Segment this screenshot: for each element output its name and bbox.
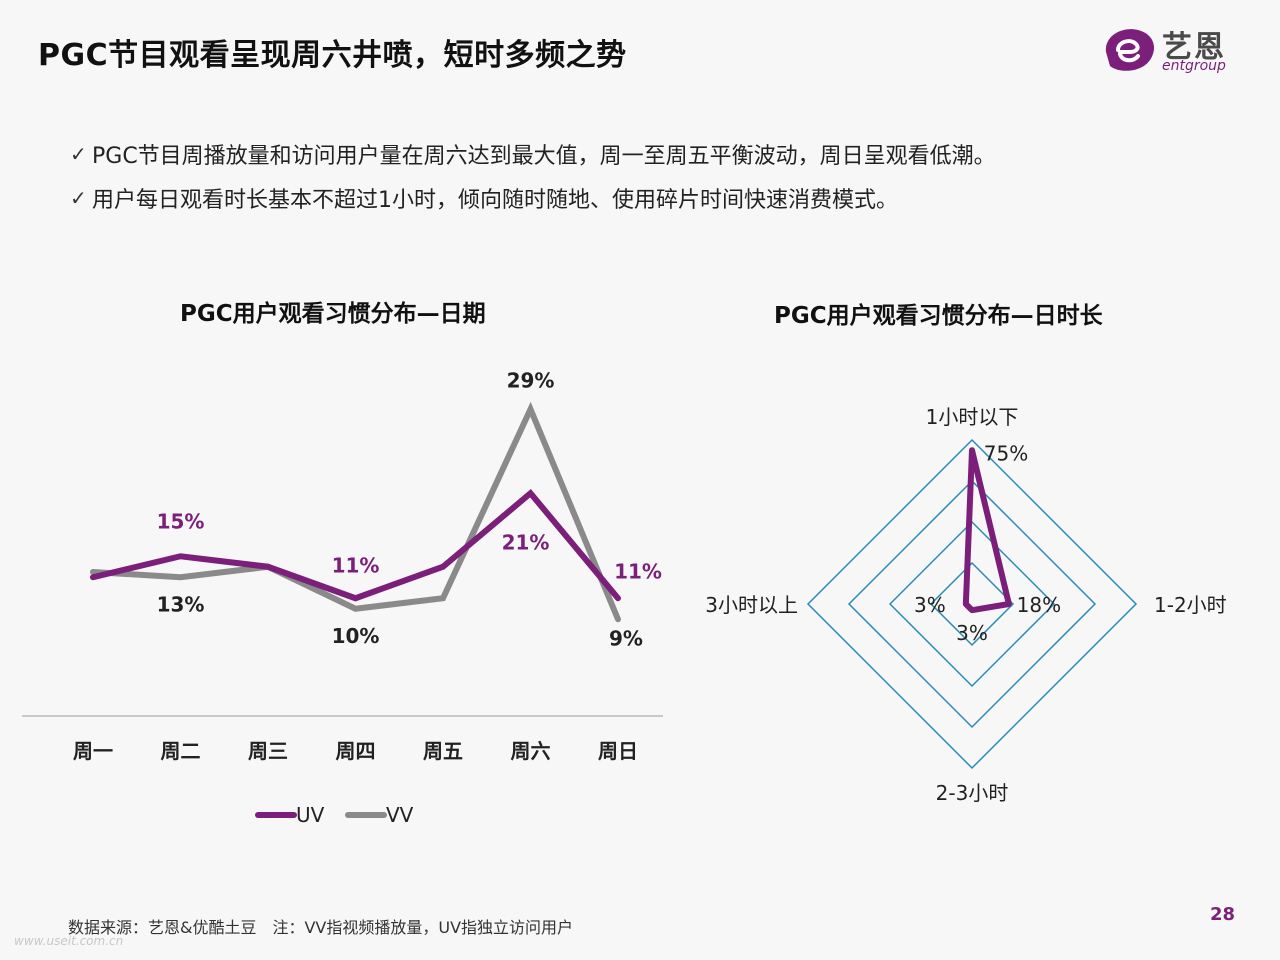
- radar-value-label: 3%: [914, 593, 946, 617]
- entgroup-logo: 艺恩 entgroup: [1100, 22, 1240, 78]
- source-note: 数据来源：艺恩&优酷土豆 注：VV指视频播放量，UV指独立访问用户: [68, 918, 574, 937]
- radar-value-label: 3%: [956, 621, 988, 645]
- radar-axis-label: 1小时以下: [926, 405, 1019, 429]
- x-tick-label: 周三: [248, 739, 288, 763]
- data-label: 21%: [502, 530, 550, 554]
- data-label: 11%: [614, 559, 662, 583]
- x-tick-label: 周六: [511, 739, 551, 763]
- radar-grid-ring: [847, 479, 1097, 729]
- radar-chart: 1小时以下 1-2小时 2-3小时 3小时以上 75% 18% 3% 3%: [705, 405, 1227, 805]
- logo-text-en: entgroup: [1162, 58, 1226, 74]
- x-tick-label: 周日: [598, 739, 638, 763]
- legend-label-uv: UV: [296, 803, 325, 827]
- watermark: www.useit.com.cn: [14, 934, 124, 948]
- radar-axis-label: 3小时以上: [705, 593, 798, 617]
- page-number: 28: [1210, 904, 1236, 925]
- data-label: 9%: [609, 626, 643, 650]
- x-tick-label: 周四: [336, 739, 376, 763]
- check-icon: ✓: [70, 186, 87, 210]
- radar-chart-title: PGC用户观看习惯分布—日时长: [774, 303, 1103, 329]
- x-tick-label: 周一: [73, 739, 113, 763]
- data-label: 11%: [332, 553, 380, 577]
- check-icon: ✓: [70, 142, 87, 166]
- data-label: 10%: [332, 624, 380, 648]
- bullet-text: PGC节目周播放量和访问用户量在周六达到最大值，周一至周五平衡波动，周日呈观看低…: [92, 144, 996, 169]
- bullet-item: ✓ 用户每日观看时长基本不超过1小时，倾向随时随地、使用碎片时间快速消费模式。: [70, 176, 996, 220]
- bullet-list: ✓ PGC节目周播放量和访问用户量在周六达到最大值，周一至周五平衡波动，周日呈观…: [70, 132, 996, 220]
- series-line-uv: [90, 489, 621, 602]
- x-tick-label: 周五: [423, 739, 463, 763]
- line-chart-title: PGC用户观看习惯分布—日期: [180, 301, 486, 327]
- radar-grid-ring: [929, 561, 1015, 647]
- radar-series: [962, 447, 1012, 614]
- radar-value-label: 75%: [984, 441, 1028, 465]
- legend-label-vv: VV: [386, 803, 414, 827]
- data-label: 29%: [507, 368, 555, 392]
- data-label: 15%: [157, 509, 205, 533]
- radar-axis-label: 2-3小时: [936, 781, 1009, 805]
- entgroup-logo-icon: [1105, 29, 1154, 71]
- line-chart: 周一 周二 周三 周四 周五 周六 周日 15% 13% 11% 10% 21% 29% 11% 9% UV V…: [22, 368, 663, 827]
- bullet-text: 用户每日观看时长基本不超过1小时，倾向随时随地、使用碎片时间快速消费模式。: [92, 188, 898, 213]
- radar-value-label: 18%: [1017, 593, 1061, 617]
- logo-text-cn: 艺恩: [1162, 30, 1226, 65]
- radar-grid-ring: [806, 438, 1138, 770]
- page-title: PGC节目观看呈现周六井喷，短时多频之势: [38, 38, 627, 73]
- data-label: 13%: [157, 592, 205, 616]
- x-tick-label: 周二: [161, 739, 201, 763]
- radar-axis-label: 1-2小时: [1154, 593, 1227, 617]
- series-line-vv: [90, 401, 621, 623]
- bullet-item: ✓ PGC节目周播放量和访问用户量在周六达到最大值，周一至周五平衡波动，周日呈观…: [70, 132, 996, 176]
- radar-grid-ring: [888, 520, 1056, 688]
